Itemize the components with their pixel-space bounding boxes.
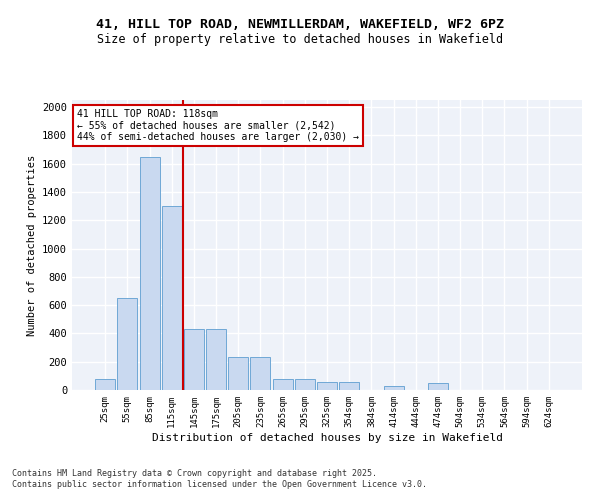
Bar: [317, 382, 337, 390]
Text: Contains HM Land Registry data © Crown copyright and database right 2025.: Contains HM Land Registry data © Crown c…: [12, 468, 377, 477]
Bar: [339, 382, 359, 390]
Bar: [184, 329, 204, 390]
Bar: [250, 358, 271, 390]
Text: 41 HILL TOP ROAD: 118sqm
← 55% of detached houses are smaller (2,542)
44% of sem: 41 HILL TOP ROAD: 118sqm ← 55% of detach…: [77, 108, 359, 142]
Text: Contains public sector information licensed under the Open Government Licence v3: Contains public sector information licen…: [12, 480, 427, 489]
Y-axis label: Number of detached properties: Number of detached properties: [26, 154, 37, 336]
Bar: [428, 383, 448, 390]
Bar: [228, 358, 248, 390]
Bar: [118, 298, 137, 390]
Text: Size of property relative to detached houses in Wakefield: Size of property relative to detached ho…: [97, 32, 503, 46]
Bar: [272, 378, 293, 390]
Bar: [383, 386, 404, 390]
Text: 41, HILL TOP ROAD, NEWMILLERDAM, WAKEFIELD, WF2 6PZ: 41, HILL TOP ROAD, NEWMILLERDAM, WAKEFIE…: [96, 18, 504, 30]
Bar: [162, 206, 182, 390]
Bar: [206, 329, 226, 390]
X-axis label: Distribution of detached houses by size in Wakefield: Distribution of detached houses by size …: [151, 432, 503, 442]
Bar: [140, 156, 160, 390]
Bar: [295, 378, 315, 390]
Bar: [95, 378, 115, 390]
